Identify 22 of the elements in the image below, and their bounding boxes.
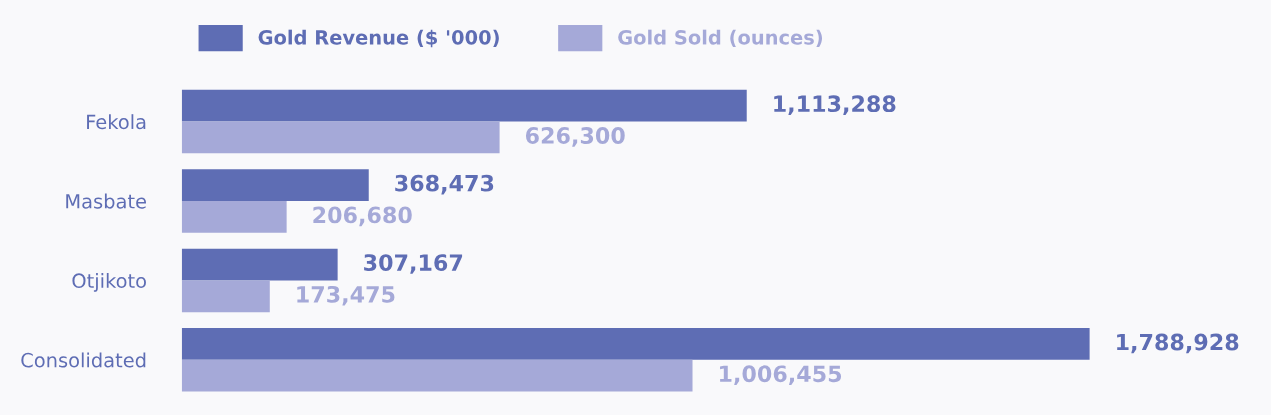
data-label: 368,473 [395, 174, 494, 195]
bar [181, 89, 747, 122]
data-label: 626,300 [525, 127, 625, 147]
bar [181, 328, 1090, 360]
y-tick-label: Fekola [87, 114, 146, 130]
y-tick-label: Masbate [66, 193, 146, 209]
bar [181, 248, 338, 281]
data-label: 206,680 [313, 206, 412, 227]
bar [181, 200, 287, 233]
data-label: 307,167 [364, 254, 463, 274]
data-label: 1,006,455 [720, 365, 842, 386]
data-label: 173,475 [297, 285, 395, 306]
bar [181, 121, 500, 154]
bar [181, 359, 693, 392]
bar [181, 169, 369, 201]
bar [181, 280, 270, 313]
legend-label: Gold Sold (ounces) [618, 29, 823, 47]
y-tick-label: Consolidated [21, 352, 146, 368]
legend-label: Gold Revenue ($ '000) [258, 29, 499, 48]
data-label: 1,113,288 [774, 95, 896, 115]
y-tick-label: Otjikoto [72, 273, 146, 292]
data-label: 1,788,928 [1117, 333, 1239, 354]
